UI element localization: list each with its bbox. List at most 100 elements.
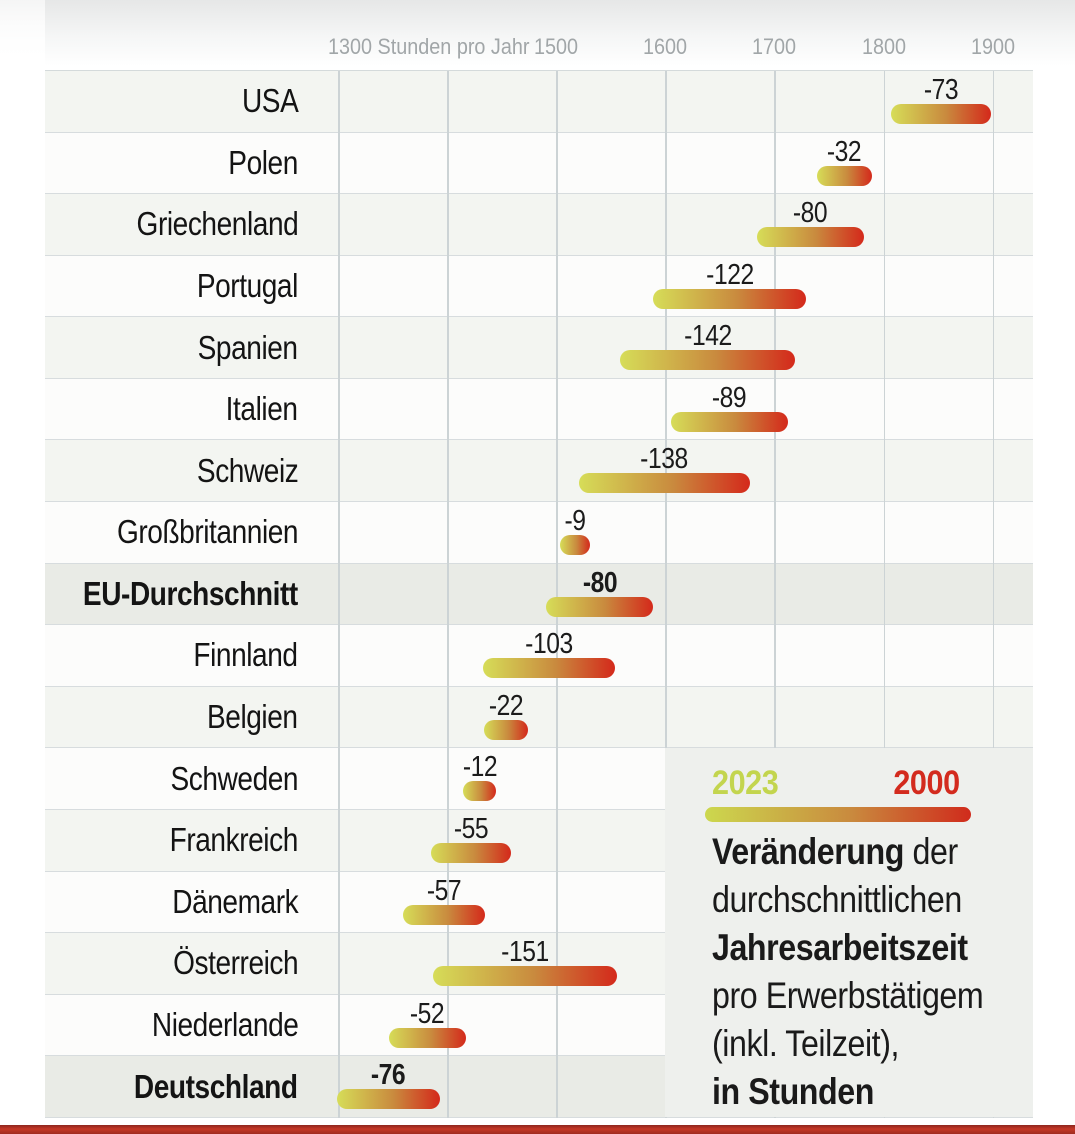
chart-row: Schweiz -138 xyxy=(45,440,1033,503)
change-value-label: -138 xyxy=(640,443,689,476)
country-label-cell: EU-Durchschnitt xyxy=(45,564,298,625)
range-bar-2023-2000 xyxy=(336,1089,440,1110)
axis-tick-label: 1600 xyxy=(643,34,688,59)
caption-text: Veränderung xyxy=(712,831,904,872)
caption-line: pro Erwerbstätigem xyxy=(712,972,984,1020)
gridline xyxy=(665,71,667,1118)
axis-tick-label: 1800 xyxy=(861,34,906,59)
country-label: EU-Durchschnitt xyxy=(83,574,298,612)
country-label-cell: Österreich xyxy=(45,933,299,994)
change-value-label: -55 xyxy=(453,812,488,845)
country-label: Großbritannien xyxy=(116,513,299,551)
gridline xyxy=(883,71,886,1118)
chart-row: Belgien -22 xyxy=(45,686,1033,749)
change-value-label: -103 xyxy=(525,628,573,661)
chart-caption: Veränderung der durchschnittlichen Jahresa… xyxy=(712,828,984,1116)
change-value-label: -122 xyxy=(705,258,754,291)
axis-tick-label: 1700 xyxy=(752,34,797,59)
caption-text: (inkl. Teilzeit), xyxy=(712,1023,899,1064)
legend-year-2000-label: 2000 xyxy=(893,764,961,802)
range-bar-2023-2000 xyxy=(756,227,865,248)
left-margin xyxy=(0,0,45,66)
gridline xyxy=(447,71,449,1118)
country-label: Italien xyxy=(226,390,298,428)
chart-row: Spanien -142 xyxy=(45,317,1033,379)
legend-year-2023-label: 2023 xyxy=(712,764,779,802)
country-label: Portugal xyxy=(196,267,299,305)
legend-box: 2023 2000 Veränderung der durchschnittlic… xyxy=(665,748,1033,1117)
range-bar-2023-2000 xyxy=(578,473,750,494)
change-value-label: -12 xyxy=(462,751,498,784)
change-value-label: -76 xyxy=(371,1059,406,1092)
caption-line: in Stunden xyxy=(712,1068,983,1116)
country-label-cell: Deutschland xyxy=(45,1056,298,1117)
range-bar-2023-2000 xyxy=(653,288,807,309)
country-label-cell: Schweiz xyxy=(45,440,299,501)
chart-row: Großbritannien -9 xyxy=(45,502,1033,564)
caption-text: Jahresarbeitszeit xyxy=(712,927,968,968)
range-bar-2023-2000 xyxy=(403,904,486,925)
axis-tick-label: 1900 xyxy=(970,34,1015,59)
chart-row: Finnland -103 xyxy=(45,625,1033,687)
country-label: Schweiz xyxy=(196,451,299,489)
country-label-cell: Finnland xyxy=(45,625,299,686)
country-label-cell: Frankreich xyxy=(45,810,299,871)
country-label: Österreich xyxy=(172,944,299,982)
chart-row: USA -73 xyxy=(45,71,1033,133)
bottom-accent-bar xyxy=(0,1125,1075,1134)
change-value-label: -151 xyxy=(501,936,549,969)
range-bar-2023-2000 xyxy=(432,966,618,987)
change-value-label: -73 xyxy=(923,74,959,106)
caption-text: in Stunden xyxy=(712,1071,874,1112)
country-label-cell: Dänemark xyxy=(45,872,298,933)
range-bar-2023-2000 xyxy=(620,350,796,371)
gridline xyxy=(992,71,995,1118)
chart-row: EU-Durchschnitt -80 xyxy=(45,563,1033,626)
country-label-cell: Großbritannien xyxy=(45,502,299,563)
country-label: Griechenland xyxy=(136,205,298,243)
country-label-cell: Italien xyxy=(45,379,298,440)
top-edge-shading xyxy=(0,0,1075,66)
country-label-cell: Niederlande xyxy=(45,995,298,1056)
country-label: USA xyxy=(241,82,299,120)
range-bar-2023-2000 xyxy=(482,658,616,679)
gridline xyxy=(556,71,558,1118)
change-value-label: -80 xyxy=(582,566,618,599)
change-value-label: -32 xyxy=(827,135,862,168)
caption-line: Veränderung der xyxy=(712,828,983,876)
change-value-label: -80 xyxy=(793,197,828,230)
range-bar-2023-2000 xyxy=(816,165,872,186)
chart-row: Polen -32 xyxy=(45,132,1033,195)
country-label: Frankreich xyxy=(169,821,299,859)
caption-text: durchschnittlichen xyxy=(712,879,962,920)
change-value-label: -22 xyxy=(488,689,524,722)
country-label: Schweden xyxy=(170,759,298,797)
country-label: Deutschland xyxy=(134,1067,298,1105)
change-value-label: -9 xyxy=(564,505,586,538)
country-label-cell: Portugal xyxy=(45,256,299,317)
legend-gradient-bar xyxy=(705,807,971,822)
country-label-cell: Schweden xyxy=(45,748,298,809)
chart-row: Italien -89 xyxy=(45,378,1033,441)
range-bar-2023-2000 xyxy=(890,104,991,124)
country-label-cell: Polen xyxy=(45,133,298,194)
x-axis-header: 1300 Stunden pro Jahr 1500 1600 1700 1800 190… xyxy=(0,34,1075,64)
caption-text: pro Erwerbstätigem xyxy=(712,975,984,1016)
axis-start-label: 1300 Stunden pro Jahr xyxy=(328,34,530,59)
change-value-label: -52 xyxy=(410,997,445,1030)
country-label-cell: Griechenland xyxy=(45,194,298,255)
range-bar-2023-2000 xyxy=(389,1027,466,1048)
country-label: Dänemark xyxy=(172,882,298,920)
range-bar-2023-2000 xyxy=(430,842,511,863)
gridline xyxy=(774,71,776,1118)
range-bar-2023-2000 xyxy=(463,781,497,802)
change-value-label: -57 xyxy=(427,874,462,907)
range-bar-2023-2000 xyxy=(484,719,529,740)
country-label: Polen xyxy=(228,143,298,181)
caption-text: der xyxy=(903,831,958,872)
chart-row: Griechenland -80 xyxy=(45,194,1033,256)
country-label-cell: Spanien xyxy=(45,317,298,378)
change-value-label: -89 xyxy=(711,381,747,414)
country-label: Niederlande xyxy=(151,1005,298,1043)
